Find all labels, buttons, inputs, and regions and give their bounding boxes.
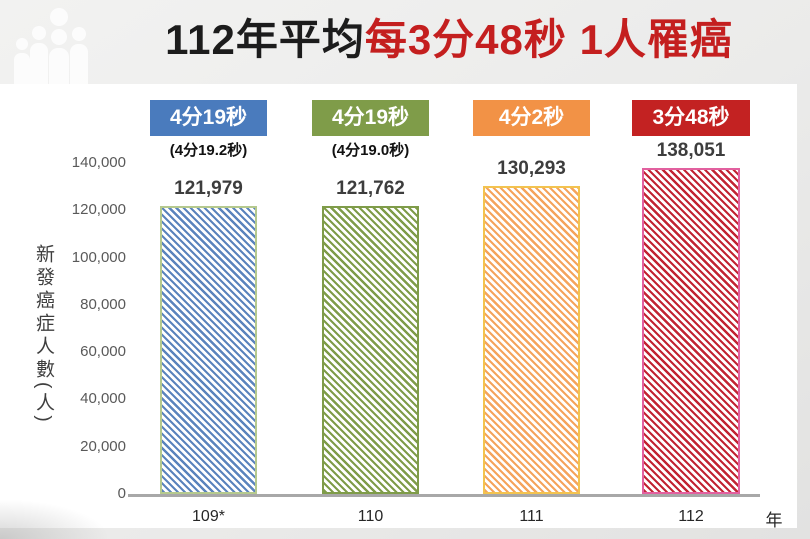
- page-title: 112年平均每3分48秒 1人罹癌: [92, 0, 806, 80]
- x-tick-label: 112: [678, 508, 704, 525]
- y-tick-label: 80,000: [80, 296, 126, 313]
- bar-group-112: 3分48秒 138,051 112: [632, 84, 750, 528]
- bar-value: 138,051: [656, 139, 726, 161]
- title-highlight: 每3分48秒 1人罹癌: [364, 16, 733, 63]
- x-tick-label: 109*: [192, 508, 225, 525]
- hatched-bar-112: [642, 167, 740, 494]
- chart-panel: 新發癌症人數(人) 140,000 120,000 100,000 80,000…: [0, 84, 797, 530]
- y-tick-label: 100,000: [71, 249, 126, 266]
- title-prefix: 112年平均: [165, 16, 365, 63]
- bar-group-111: 4分2秒 130,293 111: [473, 84, 590, 528]
- y-tick-label: 0: [117, 485, 126, 502]
- time-badge: 4分19秒: [312, 100, 429, 136]
- time-badge: 3分48秒: [632, 100, 750, 136]
- y-tick-label: 20,000: [80, 438, 126, 455]
- bar-group-109: 4分19秒 (4分19.2秒) 121,979 109*: [150, 84, 267, 528]
- bar-value: 121,762: [336, 178, 405, 200]
- bar-value: 130,293: [497, 158, 566, 179]
- hatched-bar-109: [160, 205, 257, 494]
- y-axis-title: 新發癌症人數(人): [33, 244, 54, 426]
- y-tick-label: 60,000: [80, 343, 126, 360]
- x-tick-label: 110: [357, 508, 384, 525]
- time-badge: 4分2秒: [473, 100, 590, 136]
- time-note: (4分19.0秒): [331, 142, 410, 159]
- y-tick-label: 40,000: [80, 390, 126, 407]
- people-bars-logo-icon: [14, 8, 88, 94]
- x-tick-label: 111: [519, 508, 544, 525]
- bar-group-110: 4分19秒 (4分19.0秒) 121,762 110: [312, 84, 429, 528]
- corner-shade: [0, 499, 110, 539]
- time-badge: 4分19秒: [150, 100, 267, 136]
- x-axis-unit: 年: [765, 511, 783, 530]
- hatched-bar-111: [483, 186, 580, 494]
- x-axis-baseline: [128, 494, 760, 497]
- bar-value: 121,979: [174, 177, 243, 199]
- time-note: (4分19.2秒): [169, 142, 248, 159]
- y-tick-label: 140,000: [71, 154, 126, 171]
- y-tick-label: 120,000: [71, 201, 126, 218]
- hatched-bar-110: [322, 206, 419, 494]
